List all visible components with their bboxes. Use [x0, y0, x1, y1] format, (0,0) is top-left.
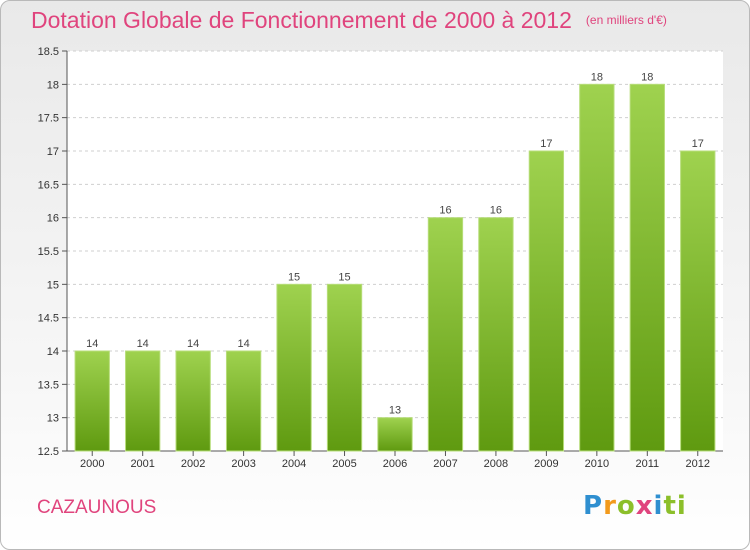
y-tick-label: 18: [47, 79, 59, 91]
proxiti-logo: Proxiti: [583, 491, 687, 521]
x-tick-label: 2007: [433, 458, 457, 470]
value-label: 15: [338, 271, 350, 283]
y-tick-label: 13.5: [38, 379, 59, 391]
x-tick-label: 2001: [130, 458, 154, 470]
bar-2004: [276, 283, 312, 452]
bar-2000: [74, 350, 110, 452]
chart-title: Dotation Globale de Fonctionnement de 20…: [31, 7, 667, 34]
bar-2010: [579, 83, 615, 452]
bar-2008: [478, 217, 514, 452]
bar-2002: [175, 350, 211, 452]
x-tick-label: 2000: [80, 458, 104, 470]
x-tick-label: 2006: [383, 458, 407, 470]
bar-2003: [225, 350, 262, 452]
value-label: 15: [288, 271, 300, 283]
value-label: 14: [237, 338, 249, 350]
y-tick-label: 18.5: [38, 46, 59, 58]
x-tick-label: 2004: [282, 458, 306, 470]
y-tick-label: 17.5: [38, 113, 59, 125]
y-tick-label: 14: [47, 346, 59, 358]
x-tick-label: 2003: [231, 458, 255, 470]
bar-2009: [528, 150, 565, 452]
y-tick-label: 12.5: [38, 446, 59, 458]
bar-2006: [377, 417, 413, 452]
y-tick-label: 14.5: [38, 313, 59, 325]
value-label: 17: [540, 138, 552, 150]
y-tick-label: 16: [47, 213, 59, 225]
x-tick-label: 2011: [635, 458, 659, 470]
y-tick-label: 13: [47, 413, 59, 425]
bar-2005: [326, 283, 363, 452]
chart-title-text: Dotation Globale de Fonctionnement de 20…: [31, 7, 572, 33]
bar-2001: [125, 350, 161, 452]
y-tick-label: 15: [47, 279, 59, 291]
x-tick-label: 2008: [484, 458, 508, 470]
y-tick-label: 15.5: [38, 246, 59, 258]
x-tick-label: 2005: [332, 458, 356, 470]
x-tick-label: 2009: [534, 458, 558, 470]
bar-2012: [680, 150, 716, 452]
bar-2011: [629, 83, 665, 452]
x-tick-label: 2012: [686, 458, 710, 470]
bar-2007: [427, 217, 464, 452]
y-tick-label: 16.5: [38, 179, 59, 191]
value-label: 18: [641, 71, 653, 83]
value-label: 17: [692, 138, 704, 150]
value-label: 18: [591, 71, 603, 83]
value-label: 16: [439, 205, 451, 217]
value-label: 16: [490, 205, 502, 217]
value-label: 13: [389, 405, 401, 417]
value-label: 14: [137, 338, 149, 350]
value-label: 14: [86, 338, 98, 350]
y-tick-label: 17: [47, 146, 59, 158]
value-label: 14: [187, 338, 199, 350]
commune-name: CAZAUNOUS: [37, 497, 157, 518]
x-tick-label: 2010: [585, 458, 609, 470]
chart-unit: (en milliers d'€): [585, 13, 667, 27]
x-tick-label: 2002: [181, 458, 205, 470]
